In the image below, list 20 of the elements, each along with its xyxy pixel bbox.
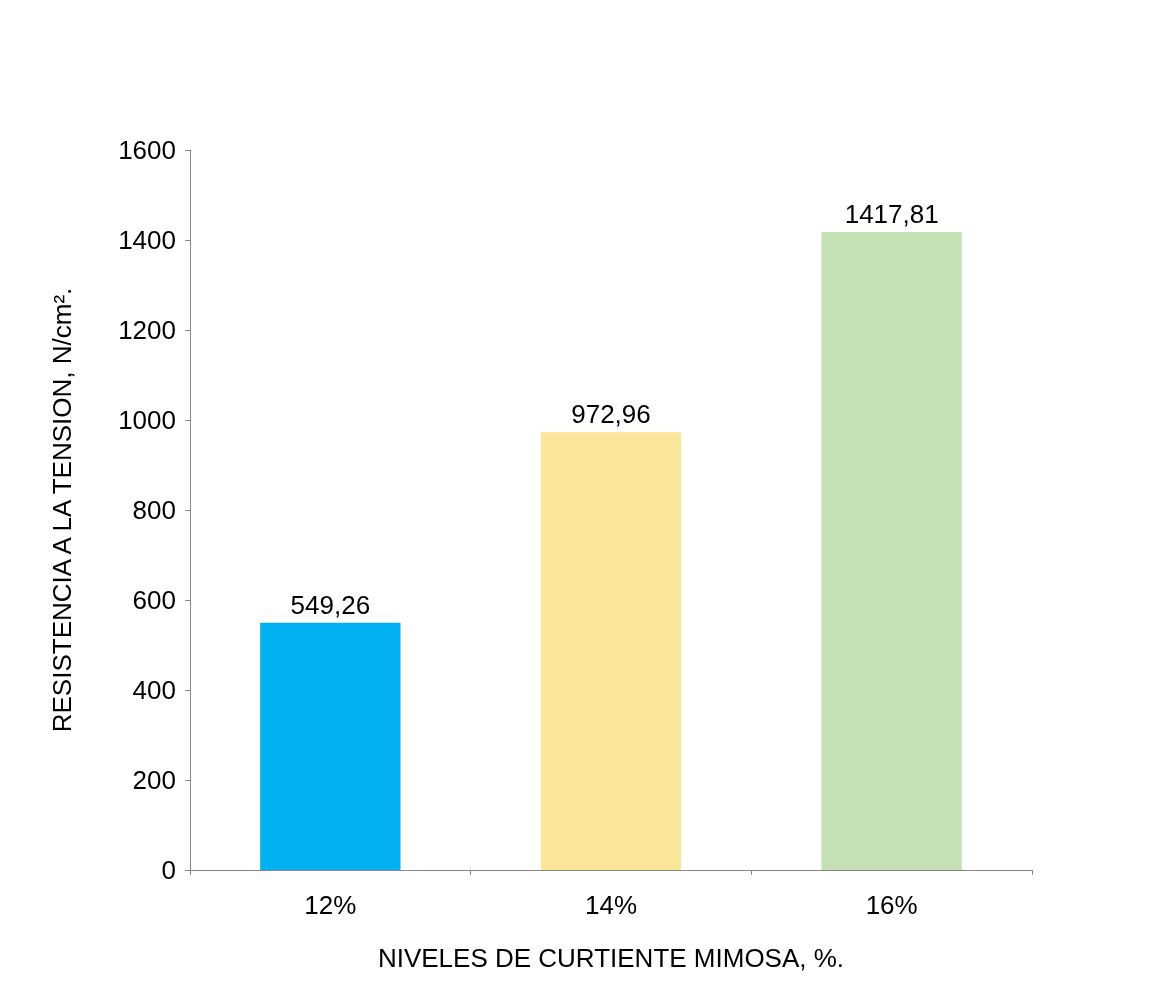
x-tick-label: 14% <box>584 890 638 920</box>
y-tick-label: 1400 <box>118 225 176 255</box>
y-tick-label: 1200 <box>118 315 176 345</box>
data-label: 1417,81 <box>844 198 939 229</box>
data-label: 972,96 <box>571 399 651 430</box>
y-tick-label: 800 <box>132 495 176 525</box>
y-tick-label: 200 <box>132 765 176 795</box>
bar <box>540 432 682 870</box>
data-label: 549,26 <box>290 589 371 620</box>
y-tick-label: 0 <box>161 855 176 885</box>
x-tick-label: 16% <box>865 890 918 920</box>
x-tick-label: 12% <box>304 890 357 920</box>
y-tick-label: 1600 <box>118 135 176 165</box>
bar <box>821 231 962 870</box>
bar <box>260 622 401 870</box>
y-tick-label: 400 <box>132 675 176 705</box>
x-axis-title: NIVELES DE CURTIENTE MIMOSA, %. <box>377 943 845 973</box>
y-tick-label: 1000 <box>118 405 176 435</box>
y-axis-title: RESISTENCIA A LA TENSION, N/cm². <box>47 287 77 733</box>
y-tick-label: 600 <box>132 585 176 615</box>
